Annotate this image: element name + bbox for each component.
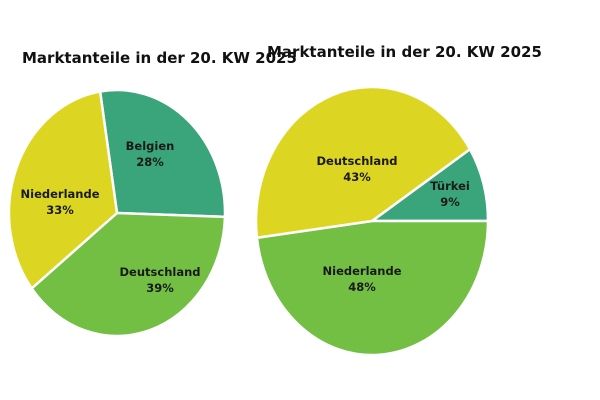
- slice-value-label: 43%: [343, 170, 371, 184]
- slice-label: Deutschland: [317, 154, 398, 168]
- pie-right: Türkei 9% Niederlande 48% Deutschland 43%: [254, 85, 490, 357]
- pie-slice-niederlande: [7, 90, 119, 291]
- pie-left: Belgien 28% Deutschland 39% Niederlande 33%: [7, 88, 227, 338]
- slice-label: Niederlande: [21, 187, 100, 201]
- slice-label: Belgien: [126, 139, 175, 153]
- chart-title-right: Marktanteile in der 20. KW 2025: [267, 43, 542, 61]
- slice-label: Deutschland: [120, 265, 201, 279]
- slice-label: Niederlande: [323, 264, 402, 278]
- pie-slice-belgien: [98, 88, 227, 219]
- slice-value-label: 28%: [136, 155, 164, 169]
- pie-slice-deutschland: [254, 85, 472, 240]
- slice-value-label: 33%: [46, 203, 74, 217]
- pie-slice-niederlande: [255, 219, 490, 357]
- slice-value-label: 39%: [146, 281, 174, 295]
- chart-title-left: Marktanteile in der 20. KW 2025: [22, 49, 297, 67]
- slice-value-label: 48%: [348, 280, 376, 294]
- slice-label: Türkei: [430, 179, 470, 193]
- pie-slice-deutschland: [30, 211, 227, 338]
- slice-value-label: 9%: [440, 195, 460, 209]
